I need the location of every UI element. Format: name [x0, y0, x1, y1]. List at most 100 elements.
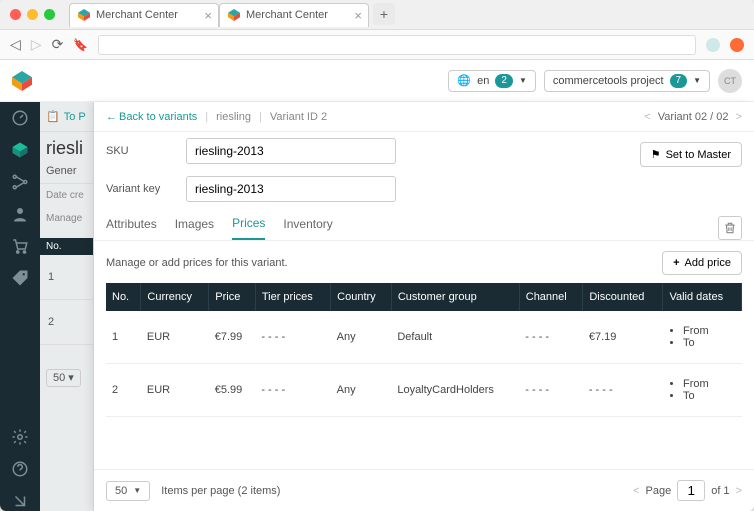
col-price: Price: [209, 283, 256, 311]
add-price-button[interactable]: + Add price: [662, 251, 742, 275]
page-input[interactable]: [677, 480, 705, 501]
browser-tab-title: Merchant Center: [246, 9, 328, 21]
project-count-badge: 7: [670, 74, 688, 88]
delete-variant-button[interactable]: [718, 216, 742, 240]
sidebar: [0, 102, 40, 511]
table-pager: 50▼ Items per page (2 items) < Page of 1…: [94, 469, 754, 511]
tab-attributes[interactable]: Attributes: [106, 217, 157, 239]
language-selector[interactable]: 🌐 en 2 ▼: [448, 70, 535, 92]
cell-price: €7.99: [209, 311, 256, 364]
app-body: 📋To P riesli Gener Date cre Manage No. 1…: [0, 102, 754, 511]
collapse-icon[interactable]: [10, 491, 30, 511]
minimize-window-button[interactable]: [27, 9, 38, 20]
categories-icon[interactable]: [10, 172, 30, 192]
cell-group: LoyaltyCardHolders: [391, 364, 519, 417]
help-icon[interactable]: [10, 459, 30, 479]
page-next-icon[interactable]: >: [736, 485, 742, 497]
favicon-icon: [228, 9, 240, 21]
globe-icon: 🌐: [457, 74, 471, 87]
variant-key-row: Variant key: [94, 170, 628, 208]
favicon-icon: [78, 9, 90, 21]
profile-icon[interactable]: [706, 38, 720, 52]
products-icon[interactable]: [10, 140, 30, 160]
browser-navbar: ◁ ▷ ⟳ 🔖: [0, 30, 754, 60]
chevron-down-icon: ▼: [693, 76, 701, 85]
app-logo-icon[interactable]: [12, 71, 32, 91]
forward-button[interactable]: ▷: [31, 36, 42, 53]
plus-icon: +: [673, 257, 679, 269]
col-discounted: Discounted: [583, 283, 663, 311]
close-window-button[interactable]: [10, 9, 21, 20]
bookmark-icon[interactable]: 🔖: [73, 38, 88, 52]
orders-icon[interactable]: [10, 236, 30, 256]
variant-key-label: Variant key: [106, 183, 176, 195]
variant-pager-label: Variant 02 / 02: [658, 111, 729, 123]
tab-images[interactable]: Images: [175, 217, 214, 239]
tab-inventory[interactable]: Inventory: [283, 217, 332, 239]
cell-currency: EUR: [141, 311, 209, 364]
variant-key-input[interactable]: [186, 176, 396, 202]
chevron-down-icon: ▼: [133, 486, 141, 495]
cell-tier: - - - -: [255, 364, 330, 417]
back-row-1: 1: [40, 255, 93, 300]
variant-next-icon[interactable]: >: [736, 111, 742, 123]
browser-tab-1[interactable]: Merchant Center ×: [69, 3, 219, 27]
browser-tab-title: Merchant Center: [96, 9, 178, 21]
set-to-master-button[interactable]: ⚑ Set to Master: [640, 142, 742, 167]
crumb-variant: Variant ID 2: [270, 111, 327, 123]
back-perpage: 50 ▾: [40, 365, 93, 390]
crumb-sep: |: [259, 111, 262, 123]
cell-group: Default: [391, 311, 519, 364]
dashboard-icon[interactable]: [10, 108, 30, 128]
chevron-down-icon: ▼: [519, 76, 527, 85]
variant-pager: < Variant 02 / 02 >: [644, 111, 742, 123]
tab-prices[interactable]: Prices: [232, 216, 265, 240]
browser-tab-2[interactable]: Merchant Center ×: [219, 3, 369, 27]
cell-country: Any: [331, 311, 392, 364]
extension-icon[interactable]: [730, 38, 744, 52]
settings-icon[interactable]: [10, 427, 30, 447]
browser-window: Merchant Center × Merchant Center × + ◁ …: [0, 0, 754, 511]
page-of-label: of 1: [711, 485, 729, 497]
maximize-window-button[interactable]: [44, 9, 55, 20]
cell-tier: - - - -: [255, 311, 330, 364]
col-valid: Valid dates: [663, 283, 742, 311]
table-row[interactable]: 1 EUR €7.99 - - - - Any Default - - - - …: [106, 311, 742, 364]
sku-input[interactable]: [186, 138, 396, 164]
product-title-partial: riesli: [40, 132, 93, 165]
variant-prev-icon[interactable]: <: [644, 111, 650, 123]
crumb-product: riesling: [216, 111, 251, 123]
new-tab-button[interactable]: +: [373, 3, 395, 25]
titlebar: Merchant Center × Merchant Center × +: [0, 0, 754, 30]
variant-tabs: Attributes Images Prices Inventory: [94, 208, 754, 241]
table-row[interactable]: 2 EUR €5.99 - - - - Any LoyaltyCardHolde…: [106, 364, 742, 417]
perpage-select[interactable]: 50▼: [106, 481, 150, 501]
col-group: Customer group: [391, 283, 519, 311]
url-bar[interactable]: [98, 35, 696, 55]
col-channel: Channel: [519, 283, 583, 311]
page-prev-icon[interactable]: <: [633, 485, 639, 497]
back-to-variants-link[interactable]: ←Back to variants: [106, 111, 197, 123]
close-tab-icon[interactable]: ×: [204, 8, 212, 23]
cell-no: 1: [106, 311, 141, 364]
col-no: No.: [106, 283, 141, 311]
user-avatar[interactable]: CT: [718, 69, 742, 93]
reload-button[interactable]: ⟳: [52, 36, 64, 53]
project-label: commercetools project: [553, 75, 664, 87]
crumb-sep: |: [205, 111, 208, 123]
cell-no: 2: [106, 364, 141, 417]
discounts-icon[interactable]: [10, 268, 30, 288]
prices-description: Manage or add prices for this variant.: [106, 257, 288, 269]
cell-price: €5.99: [209, 364, 256, 417]
items-label: Items per page (2 items): [161, 485, 280, 497]
background-panel: 📋To P riesli Gener Date cre Manage No. 1…: [40, 102, 94, 511]
close-tab-icon[interactable]: ×: [354, 8, 362, 23]
customers-icon[interactable]: [10, 204, 30, 224]
browser-tabs: Merchant Center × Merchant Center × +: [69, 3, 395, 27]
meta-date: Date cre: [40, 184, 93, 207]
back-link-partial[interactable]: 📋To P: [40, 102, 93, 132]
cell-currency: EUR: [141, 364, 209, 417]
sku-row: SKU: [94, 132, 628, 170]
project-selector[interactable]: commercetools project 7 ▼: [544, 70, 710, 92]
back-button[interactable]: ◁: [10, 36, 21, 53]
